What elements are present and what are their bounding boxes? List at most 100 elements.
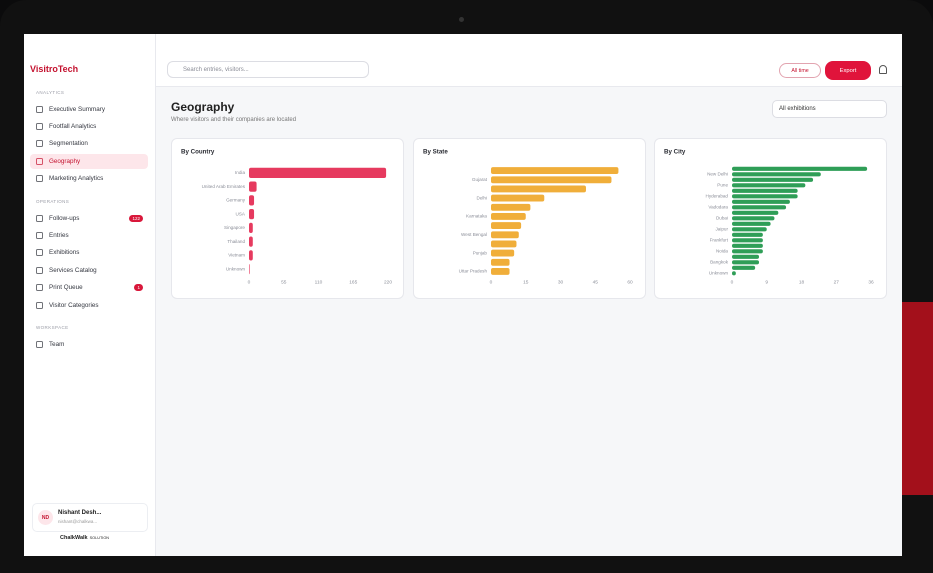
brand-suffix: SOLUTION [89,536,110,540]
bar [249,208,255,220]
bar [490,240,516,248]
y-tick-label: Uttar Pradesh [458,269,487,274]
bar [490,249,514,257]
x-tick-label: 9 [765,279,768,285]
nav-label: Entries [49,231,69,239]
chart-title: By City [664,149,686,156]
nav-label: Geography [49,157,81,165]
user-email: nishant@chalkwa... [58,519,98,524]
bar [732,188,798,193]
bar [732,172,821,177]
bar [732,254,760,259]
y-tick-label: Jaipur [715,226,728,231]
user-name: Nishant Desh... [58,510,102,516]
bar [732,205,787,210]
nav-item[interactable]: Geography [30,153,148,169]
bar [490,167,618,175]
bar [249,167,387,179]
bar [249,250,253,261]
bar [732,216,775,221]
nav-item[interactable]: Print Queue 1 [30,280,148,295]
bar [490,267,510,275]
bar [732,177,814,182]
chart: By State Gujarat Delhi Karnataka West Bengal… [423,149,633,286]
nav-label: Exhibitions [49,249,80,257]
bar [249,181,257,192]
bar [490,176,611,184]
y-tick-label: Hyderabad [706,193,729,198]
x-tick-label: 0 [489,279,492,285]
nav-icon [36,301,43,309]
bar [490,194,544,202]
nav-item[interactable]: Team [30,337,148,352]
period-button[interactable]: All time [779,63,821,78]
y-tick-label: Punjab [472,250,487,255]
x-tick-label: 27 [834,279,840,285]
x-tick-label: 15 [523,279,529,285]
bar [249,222,253,234]
section-title: OPERATIONS [36,199,70,204]
nav-icon [36,140,43,148]
chart: By Country India United Arab Emirates Germa… [181,149,392,286]
nav-icon [36,231,43,239]
bar [732,194,798,199]
exhibition-filter[interactable]: All exhibitions [772,100,887,118]
bar [490,203,530,211]
nav-icon [36,157,43,165]
chart-title: By State [423,149,448,156]
bar [490,222,521,230]
nav-item[interactable]: Exhibitions [30,245,148,260]
bar [732,199,790,204]
nav-item[interactable]: Segmentation [30,136,148,151]
background-strip [902,302,933,495]
bar [732,249,763,254]
chart-card: By Country India United Arab Emirates Germa… [171,138,404,299]
logo[interactable]: VisitroTech [30,64,79,74]
nav-item[interactable]: Follow-ups 122 [30,211,148,226]
nav-item[interactable]: Footfall Analytics [30,119,148,134]
nav-label: Follow-ups [49,214,80,222]
y-tick-label: Vietnam [228,253,245,258]
section-title: ANALYTICS [36,90,65,95]
bar [732,260,760,265]
bar [490,212,526,220]
y-tick-label: United Arab Emirates [202,184,246,189]
y-tick-label: Frankfurt [710,237,729,242]
nav-item[interactable]: Marketing Analytics [30,171,148,186]
x-tick-label: 0 [248,279,251,285]
y-tick-label: USA [236,211,246,216]
x-tick-label: 30 [557,279,563,285]
nav-label: Services Catalog [49,266,97,274]
x-tick-label: 165 [349,279,357,285]
nav-item[interactable]: Services Catalog [30,263,148,278]
screen: VisitroTech ND Nishant Desh... nishant@c… [24,34,902,556]
y-tick-label: Germany [226,198,246,203]
nav-item[interactable]: Entries [30,228,148,243]
bar [249,236,253,247]
nav-badge: 1 [134,284,143,292]
nav-icon [36,122,43,130]
nav-badge: 122 [129,214,143,222]
nav-item[interactable]: Executive Summary [30,102,148,117]
nav-icon [36,175,43,183]
nav-item[interactable]: Visitor Categories [30,298,148,313]
y-tick-label: Bangkok [710,259,729,264]
user-card[interactable]: ND Nishant Desh... nishant@chalkwa... [32,503,148,532]
y-tick-label: Unknown [709,270,729,275]
y-tick-label: Delhi [476,195,486,200]
bar [732,238,763,243]
nav-icon [36,266,43,274]
notification-bell[interactable] [879,65,887,74]
chart-card: By City New Delhi Pune Hyderabad Vadodara Dub… [654,138,887,299]
bar [732,166,868,171]
x-tick-label: 55 [281,279,287,285]
y-tick-label: India [235,170,245,175]
search-box[interactable]: Search entries, visitors... [167,61,369,78]
topbar: Search entries, visitors... All time Exp… [156,34,902,87]
export-button[interactable]: Export [825,61,871,80]
sidebar: VisitroTech ND Nishant Desh... nishant@c… [24,34,156,556]
chart: By City New Delhi Pune Hyderabad Vadodara Dub… [664,149,874,286]
page-subtitle: Where visitors and their companies are l… [171,117,297,123]
y-tick-label: Gujarat [471,177,487,182]
x-tick-label: 45 [592,279,598,285]
